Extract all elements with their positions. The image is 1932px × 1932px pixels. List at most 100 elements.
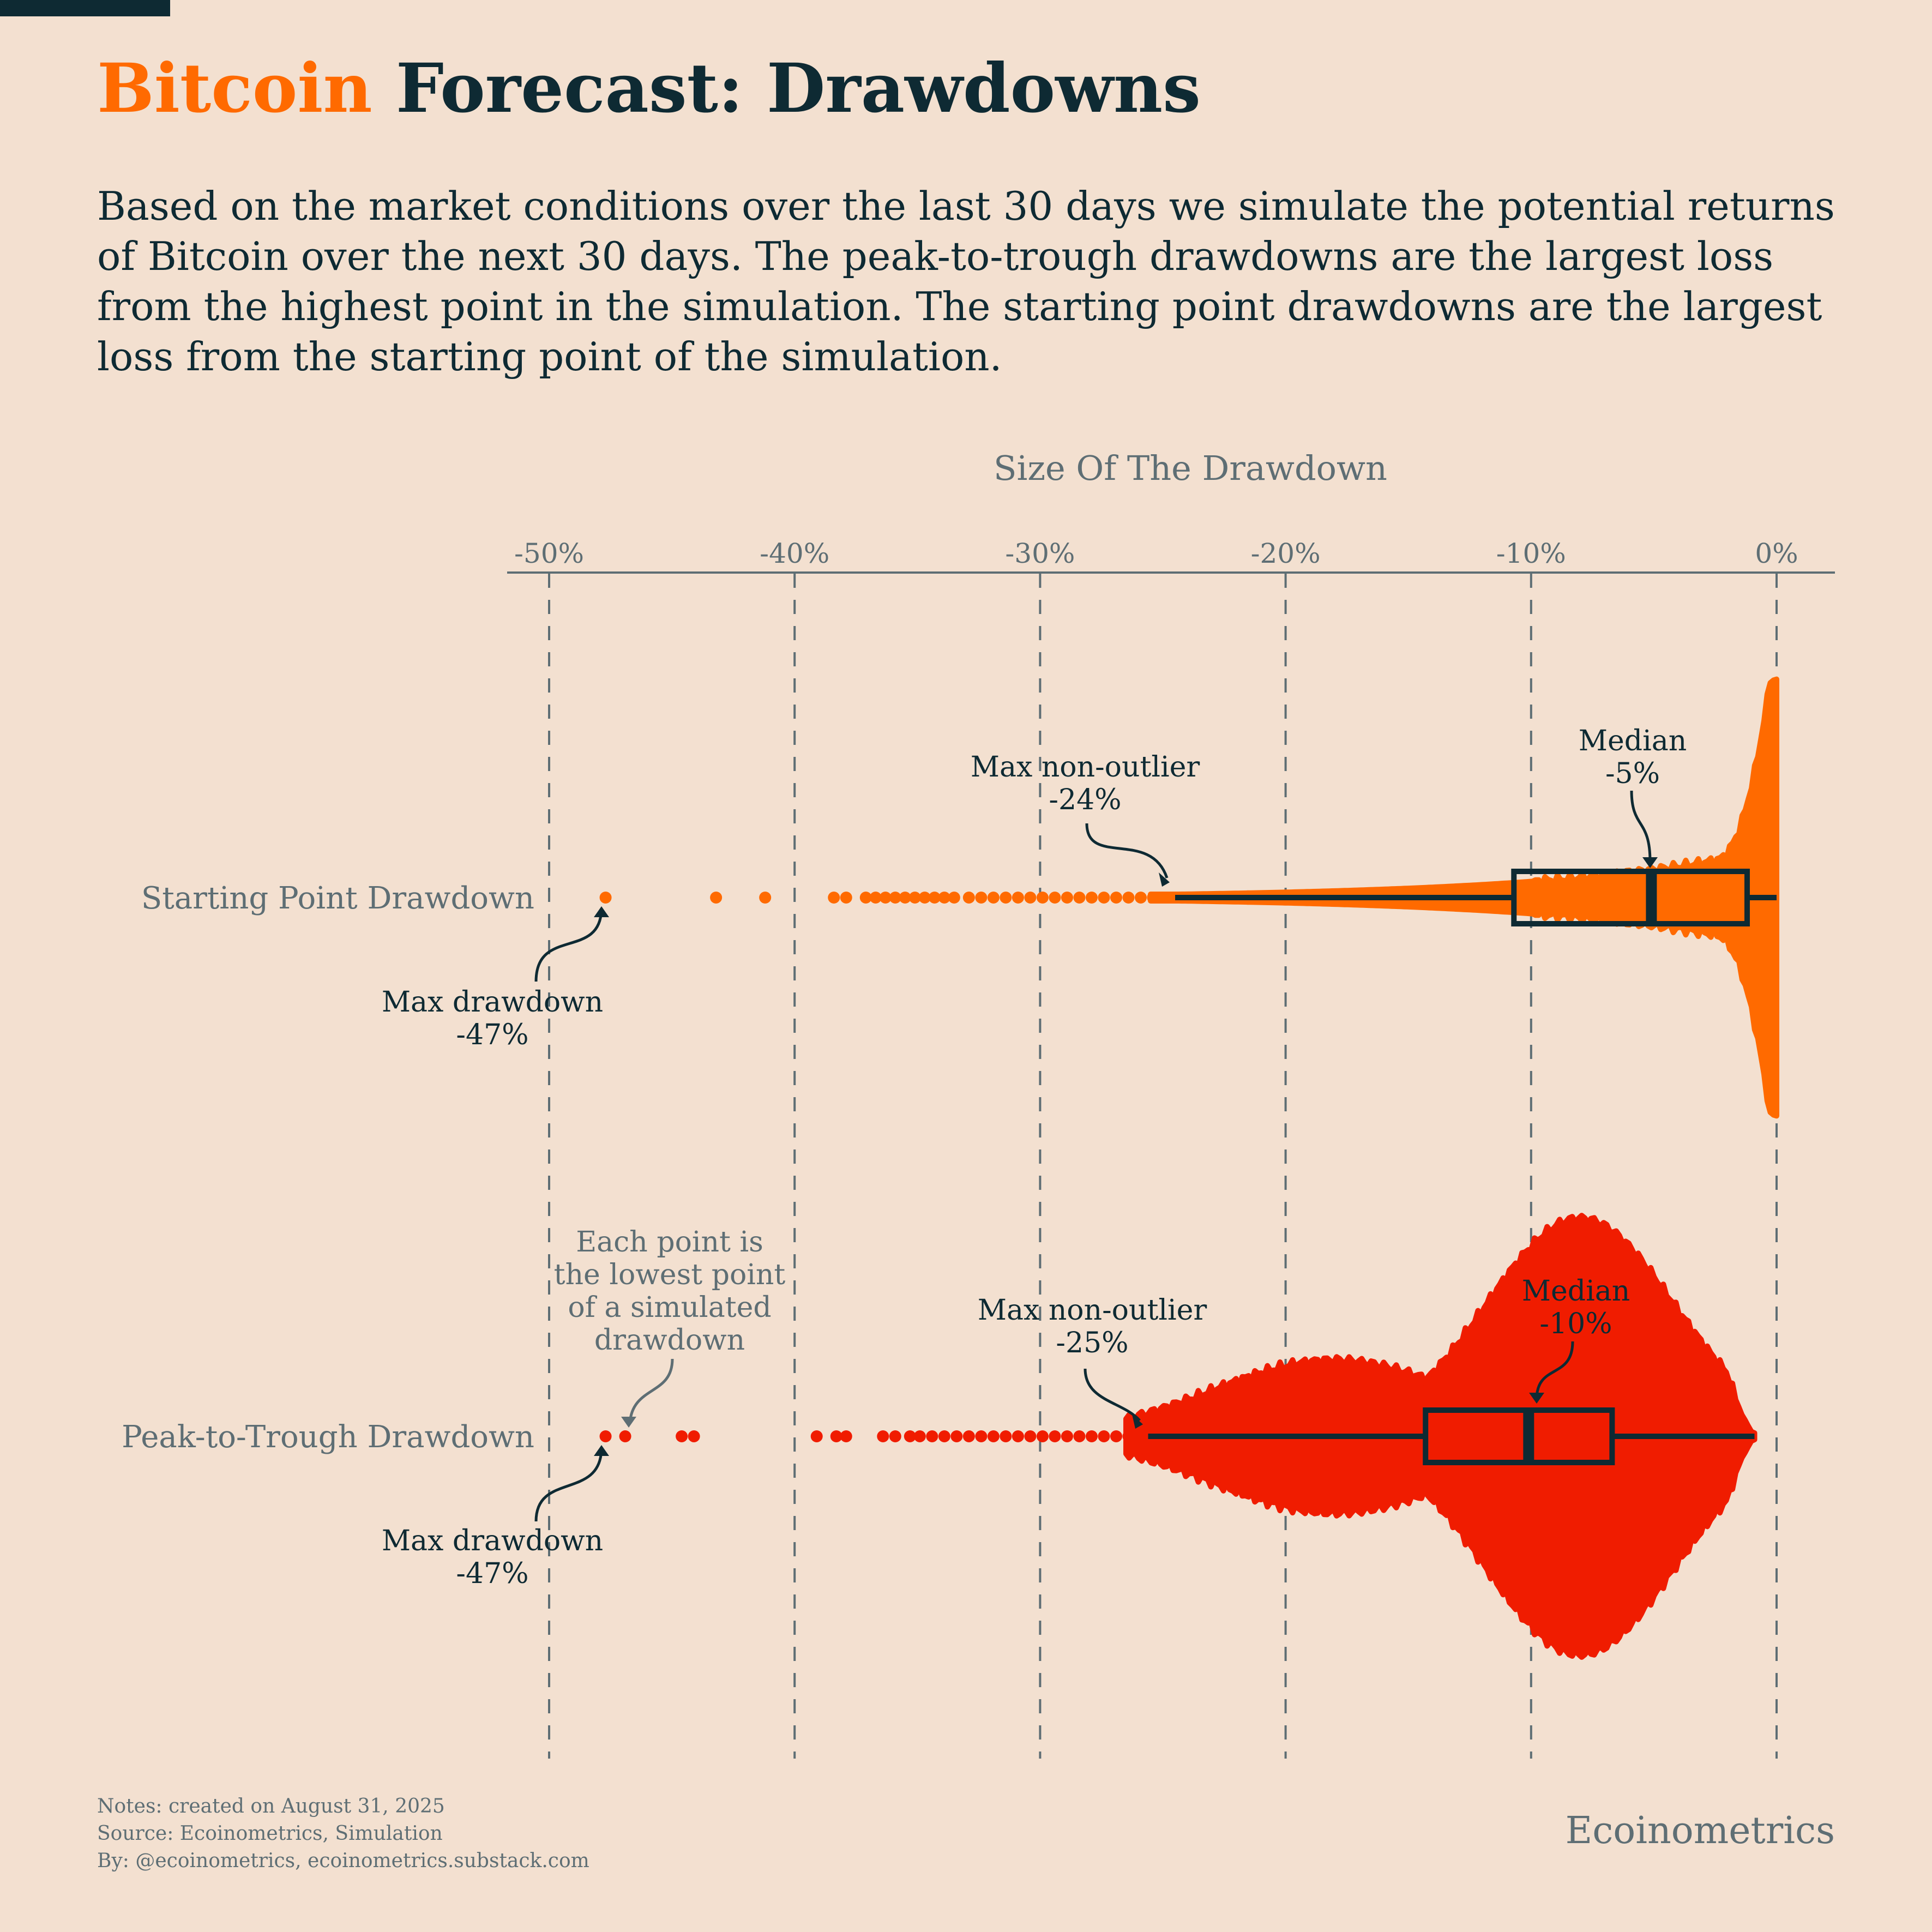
outlier-point	[1110, 892, 1122, 904]
max-non-outlier-arrow-head	[1159, 872, 1170, 887]
median-arrow-head	[1642, 857, 1658, 868]
outlier-point	[1159, 892, 1172, 904]
category-label: Starting Point Drawdown	[141, 881, 534, 916]
outlier-point	[1049, 1430, 1061, 1442]
note-label-line: the lowest point	[554, 1259, 786, 1291]
outlier-point	[1073, 892, 1086, 904]
outlier-point	[688, 1430, 700, 1442]
note-label-line: of a simulated	[568, 1291, 771, 1324]
outlier-point	[975, 892, 988, 904]
median-label-line: Median	[1579, 725, 1687, 757]
outlier-point	[899, 892, 911, 904]
iqr-box	[1511, 869, 1750, 926]
footer-notes: Notes: created on August 31, 2025 Source…	[97, 1793, 589, 1875]
byline-text: By: @ecoinometrics, ecoinometrics.substa…	[97, 1850, 589, 1872]
max-drawdown-arrow-head	[594, 1445, 609, 1456]
x-tick-label: -50%	[514, 538, 584, 569]
note-label-line: drawdown	[594, 1324, 745, 1357]
outlier-point	[759, 892, 772, 904]
outlier-point	[889, 892, 901, 904]
max-drawdown-label-line: Max drawdown	[382, 1525, 603, 1557]
outlier-point	[950, 1430, 963, 1442]
brand-logo-text: Ecoinometrics	[1565, 1809, 1835, 1852]
outlier-point	[1036, 892, 1049, 904]
max-non-outlier-arrow-head	[1132, 1415, 1143, 1429]
outlier-point	[938, 1430, 950, 1442]
outlier-point	[840, 1430, 852, 1442]
outlier-point	[913, 1430, 926, 1442]
max-drawdown-label-line: Max drawdown	[382, 986, 603, 1019]
max-drawdown-label: Max drawdown -47%	[382, 1525, 603, 1590]
outlier-point	[879, 892, 892, 904]
max-non-outlier-label-line: Max non-outlier	[971, 751, 1200, 784]
x-tick-label: -10%	[1496, 538, 1566, 569]
annotations-layer: Starting Point Drawdown Peak-to-Trough Dr…	[122, 725, 1687, 1590]
chart-title: Bitcoin Forecast: Drawdowns	[97, 49, 1201, 128]
x-tick-label: -40%	[760, 538, 829, 569]
median-label: Median -5%	[1579, 725, 1687, 790]
outlier-point	[962, 892, 975, 904]
max-non-outlier-arrow-path	[1084, 1368, 1141, 1422]
outlier-point	[1012, 892, 1024, 904]
outlier-point	[987, 1430, 1000, 1442]
title-accent: Bitcoin	[97, 49, 372, 128]
median-arrow-head	[1529, 1393, 1544, 1404]
title-rest: Forecast: Drawdowns	[372, 49, 1201, 128]
max-drawdown-arrow-head	[594, 906, 609, 917]
outlier-point	[828, 892, 840, 904]
max-non-outlier-label: Max non-outlier -24%	[971, 751, 1200, 816]
outlier-point	[1012, 1430, 1024, 1442]
median-label-line: Median	[1522, 1275, 1630, 1308]
category-label: Peak-to-Trough Drawdown	[122, 1419, 534, 1455]
outlier-point	[1122, 892, 1135, 904]
median-label-line: -10%	[1539, 1308, 1612, 1340]
series-group	[599, 676, 1779, 1119]
outlier-point	[710, 892, 723, 904]
outlier-point	[1122, 1430, 1135, 1442]
x-tick-label: -30%	[1005, 538, 1075, 569]
violin-shape	[1123, 1213, 1758, 1660]
outlier-point	[830, 1430, 842, 1442]
median-arrow-path	[1630, 790, 1652, 862]
outlier-point	[1000, 892, 1012, 904]
max-drawdown-label: Max drawdown -47%	[382, 986, 603, 1051]
outlier-point	[1061, 1430, 1073, 1442]
outlier-point	[904, 1430, 916, 1442]
outlier-point	[1085, 892, 1098, 904]
outlier-point	[987, 892, 1000, 904]
series-layer	[599, 676, 1779, 1660]
outlier-point	[1036, 1430, 1049, 1442]
outlier-point	[1000, 1430, 1012, 1442]
note-label: Each point is the lowest point of a simula…	[554, 1226, 786, 1357]
note-arrow-path	[628, 1358, 674, 1424]
outlier-point	[676, 1430, 688, 1442]
outlier-point	[1073, 1430, 1086, 1442]
chart-subtitle: Based on the market conditions over the …	[97, 183, 1835, 380]
note-arrow-head	[621, 1417, 636, 1428]
max-drawdown-arrow-path	[534, 1449, 603, 1522]
max-non-outlier-arrow-path	[1085, 823, 1169, 878]
top-accent-bar	[0, 0, 170, 16]
outlier-point	[859, 892, 872, 904]
x-tick-label: -20%	[1251, 538, 1321, 569]
series-group	[599, 1213, 1758, 1660]
iqr-box	[1423, 1407, 1615, 1465]
outlier-point	[1134, 892, 1147, 904]
outlier-point	[1110, 1430, 1122, 1442]
outlier-point	[810, 1430, 823, 1442]
outlier-point	[918, 892, 931, 904]
x-tick-label: 0%	[1755, 538, 1798, 569]
median-arrow-path	[1535, 1341, 1574, 1400]
outlier-point	[599, 892, 612, 904]
max-drawdown-label-line: -47%	[456, 1019, 528, 1051]
outlier-point	[962, 1430, 975, 1442]
max-non-outlier-label-line: -25%	[1056, 1327, 1128, 1359]
outlier-point	[975, 1430, 988, 1442]
outlier-point	[938, 892, 950, 904]
max-drawdown-label-line: -47%	[456, 1557, 528, 1590]
outlier-point	[1098, 1430, 1110, 1442]
outlier-point	[1024, 1430, 1037, 1442]
note-label-line: Each point is	[576, 1226, 763, 1259]
outlier-point	[908, 892, 921, 904]
